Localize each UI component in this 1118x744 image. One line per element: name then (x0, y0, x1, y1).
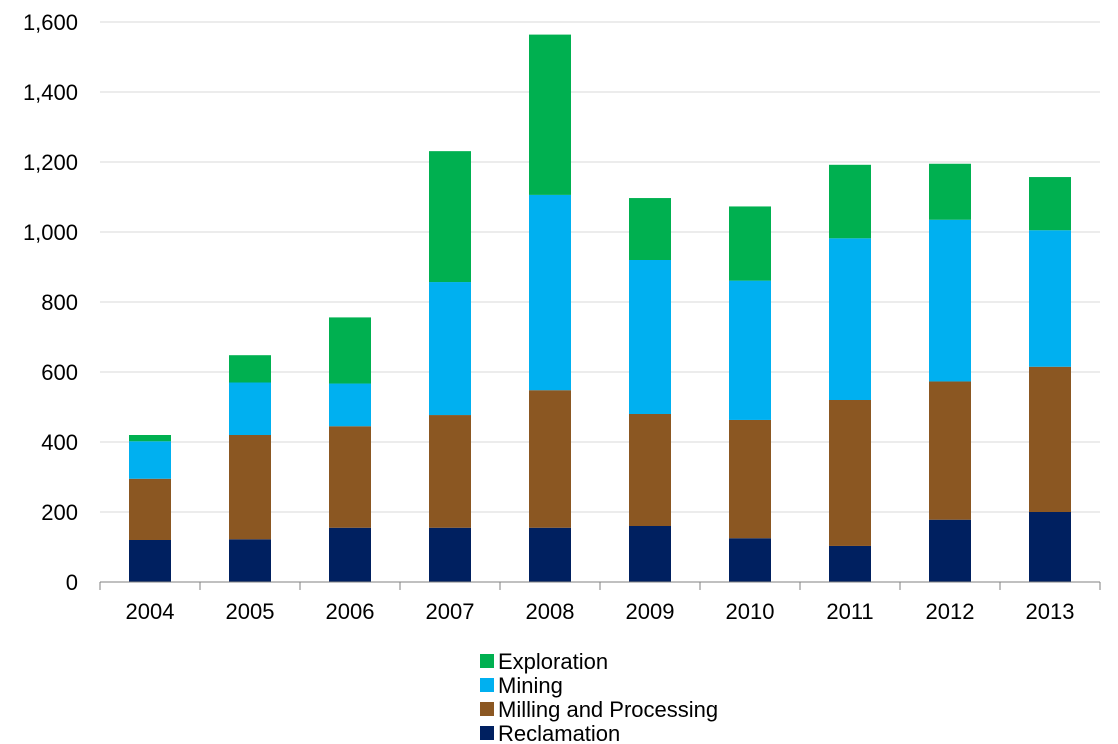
bar-mining-2007 (429, 282, 471, 416)
x-tick-label-2006: 2006 (326, 599, 375, 624)
x-tick-label-2007: 2007 (426, 599, 475, 624)
bar-exploration-2004 (129, 435, 171, 442)
bar-reclamation-2013 (1029, 512, 1071, 582)
bar-milling-and-processing-2009 (629, 414, 671, 526)
x-tick-label-2010: 2010 (726, 599, 775, 624)
y-tick-label-200: 200 (41, 500, 78, 525)
legend-label-mining: Mining (498, 673, 563, 698)
bar-exploration-2013 (1029, 177, 1071, 231)
bar-reclamation-2005 (229, 539, 271, 582)
bar-milling-and-processing-2011 (829, 400, 871, 546)
bar-mining-2013 (1029, 230, 1071, 367)
legend-swatch-exploration (480, 654, 494, 668)
bar-milling-and-processing-2006 (329, 426, 371, 528)
bar-exploration-2009 (629, 198, 671, 260)
bar-exploration-2007 (429, 151, 471, 283)
y-tick-label-1600: 1,600 (23, 10, 78, 35)
y-tick-label-400: 400 (41, 430, 78, 455)
y-tick-label-1000: 1,000 (23, 220, 78, 245)
x-tick-label-2012: 2012 (926, 599, 975, 624)
x-tick-label-2004: 2004 (126, 599, 175, 624)
legend-swatch-mining (480, 678, 494, 692)
bar-milling-and-processing-2008 (529, 390, 571, 528)
y-tick-label-1400: 1,400 (23, 80, 78, 105)
x-tick-label-2005: 2005 (226, 599, 275, 624)
bar-reclamation-2012 (929, 519, 971, 582)
bar-mining-2006 (329, 383, 371, 427)
bar-milling-and-processing-2005 (229, 435, 271, 540)
x-tick-label-2011: 2011 (826, 599, 873, 624)
bar-mining-2005 (229, 382, 271, 435)
bar-reclamation-2008 (529, 527, 571, 582)
axes (99, 581, 1101, 590)
bar-mining-2009 (629, 260, 671, 414)
y-tick-label-1200: 1,200 (23, 150, 78, 175)
bar-exploration-2010 (729, 206, 771, 281)
legend-swatch-milling-and-processing (480, 702, 494, 716)
x-tick-label-2013: 2013 (1026, 599, 1075, 624)
bar-mining-2004 (129, 441, 171, 479)
legend-label-milling-and-processing: Milling and Processing (498, 697, 718, 722)
y-tick-label-800: 800 (41, 290, 78, 315)
x-tick-label-2009: 2009 (626, 599, 675, 624)
bar-mining-2010 (729, 280, 771, 420)
bar-reclamation-2004 (129, 540, 171, 582)
bar-exploration-2005 (229, 355, 271, 383)
y-tick-label-600: 600 (41, 360, 78, 385)
bar-milling-and-processing-2012 (929, 381, 971, 520)
bar-exploration-2008 (529, 34, 571, 195)
bar-exploration-2012 (929, 163, 971, 220)
bar-mining-2012 (929, 219, 971, 382)
bar-mining-2011 (829, 238, 871, 400)
y-axis-ticks: 0 200 400 600 800 1,000 1,200 1,400 1,600 (23, 10, 78, 595)
bar-milling-and-processing-2004 (129, 478, 171, 540)
x-axis-ticks: 2004 2005 2006 2007 2008 2009 2010 2011 2012 2013 (126, 599, 1075, 624)
bar-reclamation-2007 (429, 527, 471, 582)
bar-milling-and-processing-2010 (729, 419, 771, 539)
bar-reclamation-2006 (329, 527, 371, 582)
bar-milling-and-processing-2013 (1029, 366, 1071, 512)
y-tick-label-0: 0 (66, 570, 78, 595)
x-tick-label-2008: 2008 (526, 599, 575, 624)
bars (129, 34, 1071, 582)
bar-exploration-2006 (329, 317, 371, 384)
bar-reclamation-2010 (729, 538, 771, 582)
bar-mining-2008 (529, 194, 571, 391)
legend-swatch-reclamation (480, 726, 494, 740)
bar-milling-and-processing-2007 (429, 415, 471, 528)
bar-exploration-2011 (829, 164, 871, 239)
legend-label-exploration: Exploration (498, 649, 608, 674)
bar-reclamation-2011 (829, 545, 871, 582)
legend-label-reclamation: Reclamation (498, 721, 620, 744)
bar-reclamation-2009 (629, 526, 671, 582)
